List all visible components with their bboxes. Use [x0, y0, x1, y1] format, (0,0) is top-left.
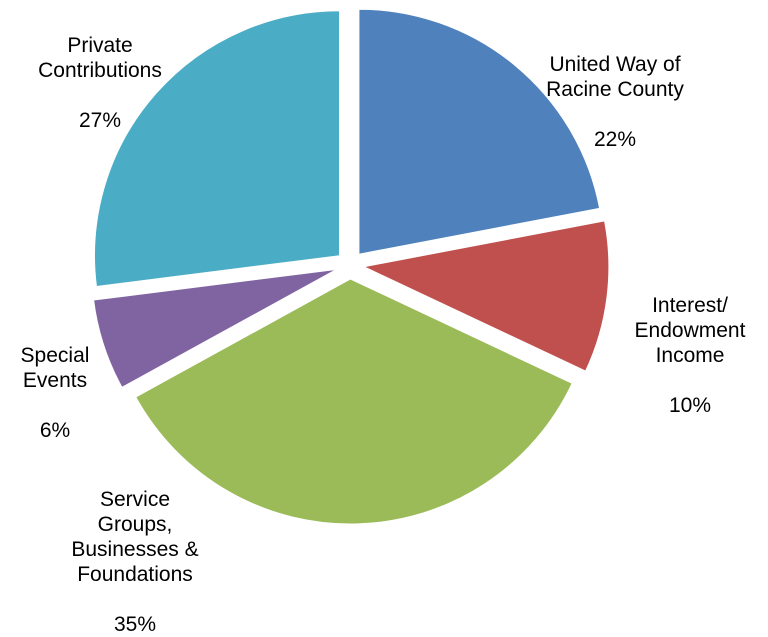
slice-name: Private Contributions — [38, 34, 162, 82]
pie-chart — [93, 8, 610, 525]
slice-percent: 10% — [668, 394, 712, 417]
slice-label-private-contributions: Private Contributions 27% — [5, 8, 195, 133]
pie-slice-interest-endowment — [362, 220, 610, 372]
slice-label-special-events: Special Events 6% — [0, 318, 110, 443]
slice-percent: 22% — [593, 128, 637, 151]
slice-name: Special Events — [20, 344, 90, 392]
slice-name: Service Groups, Businesses & Foundations — [71, 488, 199, 586]
slice-name: United Way of Racine County — [546, 53, 684, 101]
pie-slice-private-contributions — [94, 10, 340, 288]
slice-percent: 35% — [113, 613, 157, 636]
pie-slice-service-groups — [135, 278, 573, 525]
pie-slice-united-way — [358, 8, 601, 255]
slice-percent: 27% — [78, 109, 122, 132]
pie-slice-special-events — [93, 268, 337, 389]
slice-label-united-way: United Way of Racine County 22% — [520, 27, 710, 152]
slice-label-interest-endowment: Interest/ Endowment Income 10% — [610, 268, 768, 418]
slice-label-service-groups: Service Groups, Businesses & Foundations… — [40, 462, 230, 637]
slice-percent: 6% — [39, 419, 71, 442]
slice-name: Interest/ Endowment Income — [634, 294, 746, 367]
